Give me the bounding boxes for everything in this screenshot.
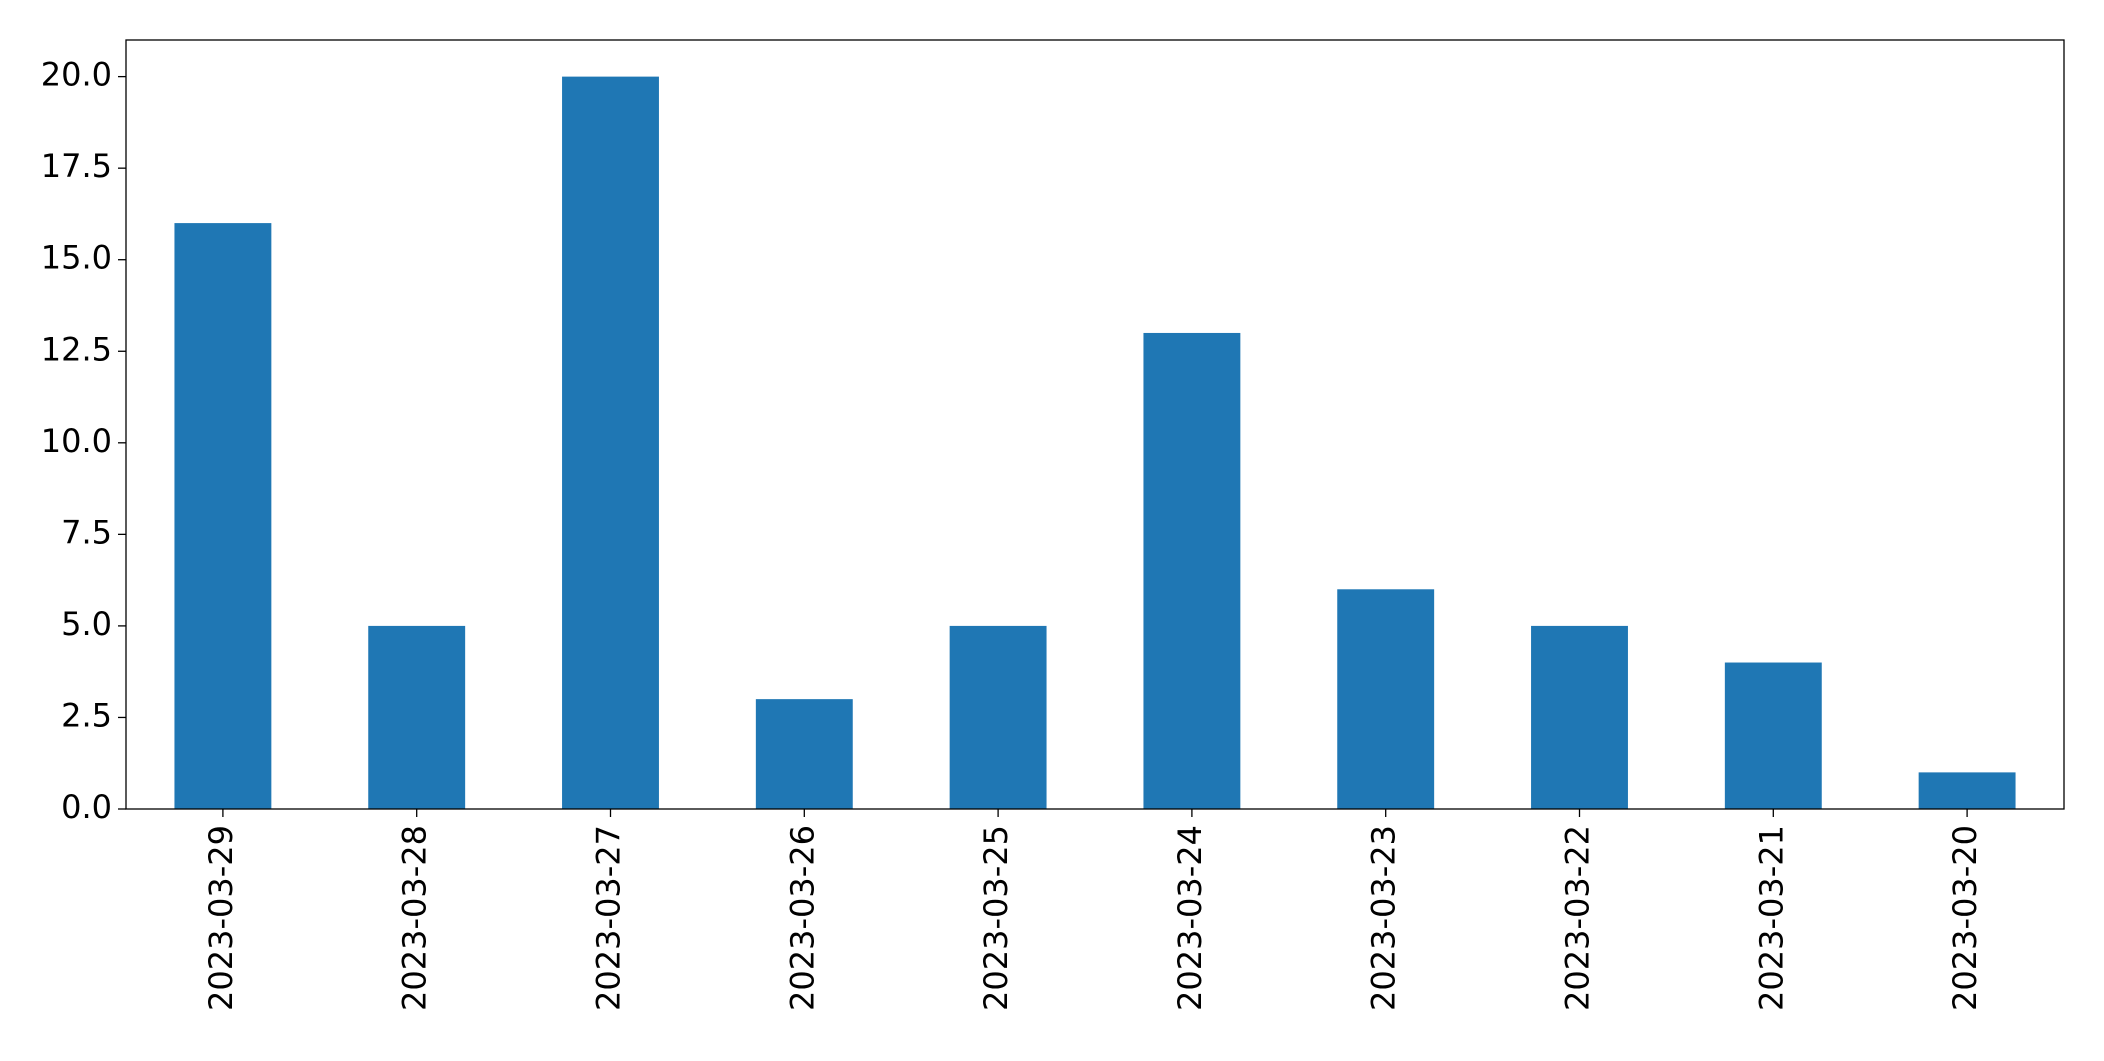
- x-tick-label: 2023-03-20: [1946, 825, 1984, 1011]
- bar: [1143, 332, 1241, 809]
- x-tick-label: 2023-03-25: [977, 825, 1015, 1011]
- y-tick-label: 12.5: [41, 330, 112, 368]
- plot-frame: [125, 39, 2065, 810]
- y-tick-label: 10.0: [41, 422, 112, 460]
- y-tick-label: 0.0: [61, 788, 112, 826]
- bar: [562, 76, 659, 810]
- x-tick-label: 2023-03-21: [1752, 825, 1790, 1011]
- y-tick-label: 5.0: [61, 605, 112, 643]
- x-tick-label: 2023-03-23: [1365, 825, 1403, 1011]
- y-tick-label: 2.5: [61, 696, 112, 734]
- bar: [1724, 662, 1822, 809]
- bar: [949, 625, 1047, 809]
- bar: [1531, 625, 1628, 809]
- x-tick-label: 2023-03-24: [1171, 825, 1209, 1011]
- x-tick-label: 2023-03-29: [202, 825, 240, 1011]
- x-tick-label: 2023-03-22: [1559, 825, 1597, 1011]
- x-tick-label: 2023-03-28: [396, 825, 434, 1011]
- y-tick-label: 20.0: [41, 56, 112, 94]
- bar: [174, 223, 272, 810]
- bar: [368, 625, 466, 809]
- y-tick-label: 17.5: [41, 147, 112, 185]
- y-tick-label: 15.0: [41, 239, 112, 277]
- bar: [755, 699, 853, 809]
- x-tick-label: 2023-03-26: [783, 825, 821, 1011]
- y-tick-label: 7.5: [61, 513, 112, 551]
- bar: [1918, 772, 2016, 809]
- x-tick-label: 2023-03-27: [590, 825, 628, 1011]
- bar: [1337, 589, 1435, 809]
